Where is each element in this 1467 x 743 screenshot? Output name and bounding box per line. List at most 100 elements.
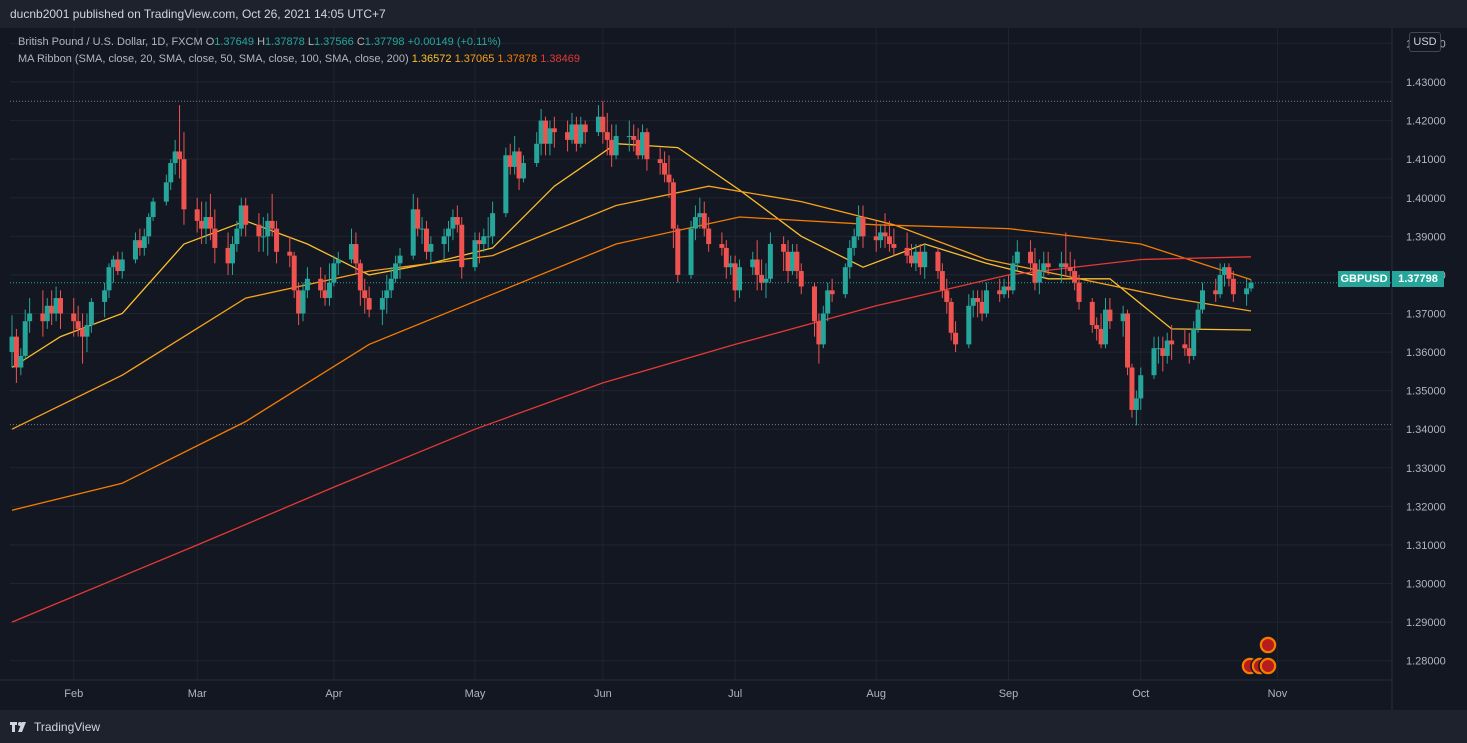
candle-body [84,325,90,337]
brand-name: TradingView [34,720,101,734]
publisher-bar: ducnb2001 published on TradingView.com, … [0,0,1467,28]
candle-body [384,290,390,299]
horizontal-levels [10,100,1392,426]
candle-body [966,305,972,345]
candle-body [595,116,601,133]
candle-body [847,247,853,268]
tradingview-logo[interactable]: TradingView [10,718,100,736]
candle-body [613,136,619,156]
candle-body [1151,348,1157,376]
price-chart[interactable]: 1.440001.430001.420001.410001.400001.390… [0,28,1467,710]
candle-body [719,244,725,248]
candle-body [177,151,183,160]
candle-body [1199,290,1205,310]
price-tick-label: 1.31000 [1406,540,1446,552]
candle-body [507,155,513,167]
candle-body [58,298,64,314]
candle-body [882,232,888,237]
candle-body [1133,398,1139,410]
uk-event-icon-inner [1262,639,1274,651]
candle-body [1222,267,1228,275]
candle-body [88,301,94,326]
candle-body [538,120,544,144]
candle-body [825,290,831,314]
candle-body [459,224,465,268]
candle-body [842,267,848,295]
candle-body [873,236,879,241]
price-tick-label: 1.42000 [1406,116,1446,128]
candle-body [1213,290,1219,295]
price-tick-label: 1.29000 [1406,617,1446,629]
candle-body [234,228,240,245]
candle-body [1005,286,1011,291]
candle-body [481,236,487,245]
candle-body [476,240,482,245]
time-tick-label: Nov [1268,688,1288,700]
time-tick-label: Oct [1132,688,1149,700]
candle-body [1248,282,1254,289]
candle-body [551,128,557,133]
candle-body [1169,340,1175,345]
candle-body [1028,251,1034,264]
candle-body [732,263,738,291]
axes: 1.440001.430001.420001.410001.400001.390… [0,28,1446,710]
candle-body [44,305,50,322]
candle-body [953,332,959,345]
candle-body [701,213,707,229]
candle-body [573,124,579,144]
time-tick-label: Mar [188,688,207,700]
candle-body [349,244,355,260]
candle-body [1041,263,1047,272]
candle-body [781,244,787,252]
candle-body [53,298,59,314]
candle-body [80,328,86,337]
publisher-line: ducnb2001 published on TradingView.com, … [10,7,386,21]
candle-body [789,251,795,272]
candle-body [520,163,526,179]
candle-body [291,255,297,291]
candle-body [1107,309,1113,322]
candle-body [1195,309,1201,329]
candle-body [13,336,19,368]
tradingview-logo-icon [10,722,26,732]
candle-body [1244,288,1250,295]
candle-body [163,182,169,202]
candle-body [631,136,637,140]
candle-body [1072,271,1078,283]
candle-body [569,124,575,140]
candle-body [1186,348,1192,356]
candle-body [917,251,923,268]
candle-body [565,132,571,140]
candle-body [754,259,760,275]
candle-body [1001,286,1007,295]
candle-body [132,240,138,260]
candle-body [578,124,584,144]
candle-body [40,313,46,322]
candle-body [1058,263,1064,268]
candle-body [503,155,509,214]
candle-body [723,247,729,268]
candle-body [150,201,156,218]
candle-body [820,313,826,345]
candle-body [1182,344,1188,349]
currency-button[interactable]: USD [1409,32,1441,52]
candle-body [71,313,77,322]
candle-body [1089,301,1095,326]
time-tick-label: Apr [325,688,342,700]
candle-body [75,321,81,329]
candle-body [1217,274,1223,295]
candle-body [446,228,452,237]
time-tick-label: Sep [999,688,1019,700]
candle-body [419,228,425,230]
candle-body [644,132,650,160]
candle-body [856,217,862,237]
candle-body [670,182,676,229]
chart-pane[interactable]: 1.440001.430001.420001.410001.400001.390… [0,28,1467,710]
price-tick-label: 1.37000 [1406,308,1446,320]
candle-body [181,159,187,210]
last-price-label: 1.37798 [1392,271,1444,287]
candle-body [997,290,1003,295]
candle-body [635,139,641,156]
price-tick-label: 1.28000 [1406,656,1446,668]
candle-body [750,259,756,268]
